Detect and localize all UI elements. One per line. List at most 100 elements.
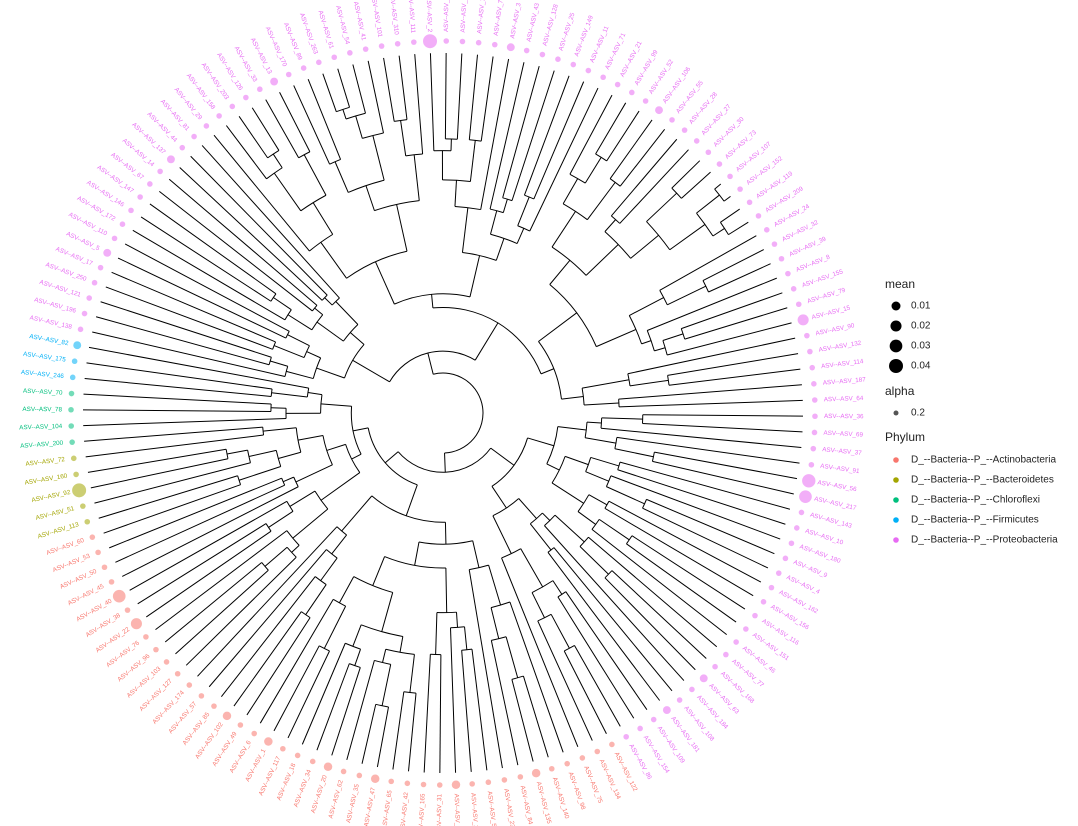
branch	[433, 372, 484, 454]
branch	[445, 567, 448, 613]
tip-point	[103, 248, 112, 257]
tip-point	[669, 117, 675, 123]
branch	[100, 301, 272, 358]
branch	[546, 463, 560, 471]
tip-point	[257, 86, 263, 93]
branch	[305, 584, 327, 615]
tip-point	[211, 703, 217, 709]
tip-label: ASV--ASV_19	[443, 0, 450, 32]
branch	[472, 540, 480, 568]
branch	[617, 469, 786, 525]
tip-point	[760, 599, 767, 605]
tip-point	[775, 570, 782, 576]
tip-label: ASV--ASV_78	[22, 406, 62, 413]
branch	[287, 334, 310, 347]
branch	[270, 360, 288, 367]
branch	[289, 490, 316, 507]
branch	[201, 145, 340, 299]
tip-label: ASV--ASV_82	[29, 333, 70, 347]
branch	[444, 452, 446, 473]
branch	[213, 134, 310, 252]
tip-label: ASV--ASV_104	[19, 423, 63, 432]
tip-point	[693, 138, 700, 144]
branch	[518, 498, 537, 519]
branch	[396, 204, 408, 252]
tip-point	[394, 40, 401, 47]
branch	[392, 691, 405, 770]
tip-label: ASV--ASV_23	[502, 788, 516, 826]
tip-label: ASV--ASV_16	[453, 794, 461, 826]
tip-point	[237, 722, 244, 728]
tip-point	[681, 127, 688, 133]
branch	[489, 62, 525, 210]
tip-point	[811, 381, 817, 387]
tip-point	[404, 780, 411, 787]
branch	[320, 472, 361, 501]
branch	[272, 153, 283, 169]
branch	[117, 257, 287, 339]
branch	[552, 580, 563, 595]
branch	[598, 518, 630, 541]
tip-label: ASV--ASV_140	[551, 776, 570, 820]
branch	[94, 462, 251, 504]
tip-point	[768, 584, 775, 591]
branch	[542, 512, 551, 521]
branch	[398, 55, 408, 120]
branch	[588, 536, 718, 648]
tip-label: ASV--ASV_111	[406, 0, 416, 34]
branch	[618, 384, 802, 400]
branch	[579, 546, 609, 575]
branch	[490, 447, 515, 466]
branch	[668, 368, 801, 386]
tip-point	[485, 779, 492, 786]
branch	[538, 312, 577, 342]
branch	[642, 414, 803, 417]
tip-label: ASV--ASV_132	[818, 340, 862, 354]
tip-point	[323, 762, 333, 772]
tip-point	[727, 173, 733, 180]
branch	[491, 437, 529, 487]
tip-point	[222, 711, 232, 721]
tip-point	[411, 39, 417, 45]
branch	[361, 704, 377, 764]
tip-label: ASV--ASV_180	[799, 543, 842, 565]
legend-color-key	[893, 497, 899, 503]
branch	[563, 650, 607, 734]
tip-label: ASV--ASV_135	[535, 781, 553, 825]
branch	[307, 79, 342, 160]
tip-label: ASV--ASV_61	[317, 10, 335, 50]
branch	[87, 448, 227, 473]
branch	[226, 449, 248, 455]
tip-point	[491, 41, 498, 48]
branch	[531, 592, 545, 618]
tip-point	[130, 618, 142, 630]
branch	[98, 475, 238, 519]
tip-label: ASV--ASV_143	[809, 512, 853, 530]
branch	[488, 565, 502, 606]
branch	[610, 475, 781, 540]
branch	[667, 322, 792, 356]
tip-point	[712, 663, 718, 670]
branch	[414, 54, 424, 155]
branch	[511, 70, 555, 201]
tip-point	[86, 295, 92, 301]
tip-point	[705, 149, 712, 156]
branch	[306, 351, 321, 359]
tip-point	[388, 778, 395, 785]
tree-tips: ASV--ASV_138ASV--ASV_196ASV--ASV_121ASV-…	[19, 0, 866, 826]
branch	[646, 498, 775, 555]
branch	[335, 301, 359, 325]
tip-point	[763, 227, 770, 233]
branch	[175, 569, 269, 655]
branch	[355, 115, 363, 139]
tip-label: ASV--ASV_42	[399, 791, 410, 826]
branch	[159, 190, 313, 312]
tip-point	[808, 461, 815, 468]
tip-label: ASV--ASV_114	[821, 358, 865, 370]
branch	[301, 643, 346, 745]
legend-label: 0.2	[911, 408, 925, 419]
branch	[349, 332, 365, 345]
tip-point	[73, 341, 82, 350]
branch	[164, 562, 262, 643]
